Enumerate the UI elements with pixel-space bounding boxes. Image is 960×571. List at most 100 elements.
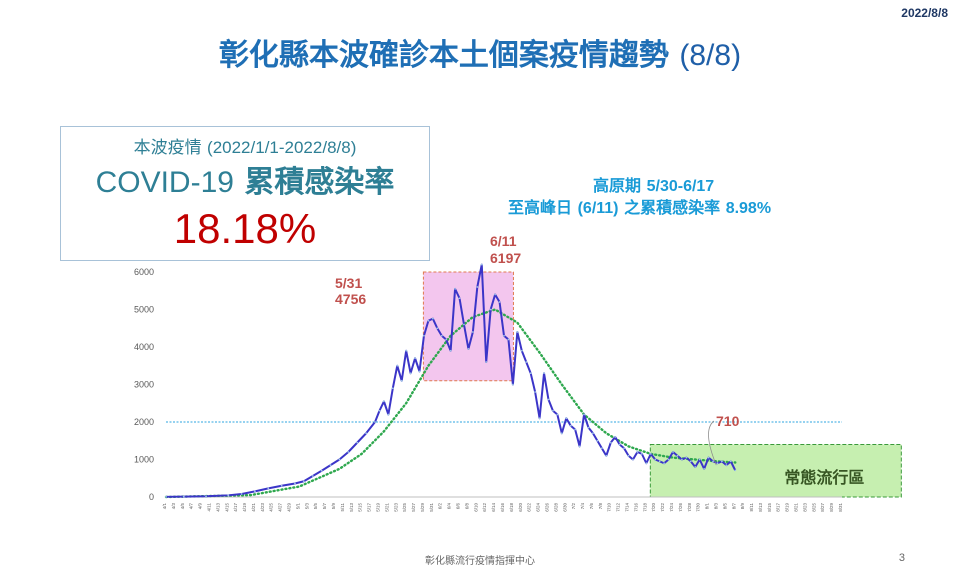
data-point <box>716 462 719 465</box>
data-point <box>698 458 701 461</box>
plateau-period: 高原期 5/30-6/17 <box>593 172 714 196</box>
data-point <box>547 398 550 401</box>
x-tick-label: 5/1 <box>295 503 300 510</box>
data-point <box>414 357 416 360</box>
x-tick-label: 4/27 <box>278 503 283 512</box>
data-point <box>374 421 376 423</box>
x-tick-label: 6/18 <box>509 503 514 512</box>
x-tick-label: 8/23 <box>802 503 807 512</box>
data-point <box>294 482 296 485</box>
callout-line <box>708 420 717 466</box>
data-point <box>498 301 501 303</box>
plateau-range: 5/30-6/17 <box>646 178 715 195</box>
x-tick-label: 5/19 <box>375 503 380 512</box>
data-point <box>645 462 648 465</box>
data-point <box>632 458 634 461</box>
x-tick-label: 7/28 <box>687 503 692 512</box>
y-tick-label: 4000 <box>134 342 154 352</box>
data-point <box>383 400 385 403</box>
y-tick-label: 1000 <box>134 455 154 465</box>
data-point <box>405 349 408 352</box>
x-tick-label: 7/18 <box>642 503 647 512</box>
x-tick-label: 8/19 <box>785 503 790 512</box>
y-tick-label: 2000 <box>134 417 154 427</box>
peak-date: (6/11) <box>577 200 619 217</box>
y-tick-label: 5000 <box>134 305 154 315</box>
data-point <box>569 424 572 427</box>
x-tick-label: 5/9 <box>331 503 336 510</box>
data-point <box>463 323 465 326</box>
data-point <box>583 413 585 416</box>
y-tick-label: 6000 <box>134 267 154 277</box>
data-point <box>494 293 497 296</box>
x-tick-label: 6/14 <box>491 503 496 512</box>
data-point <box>454 287 456 290</box>
plateau-region <box>422 271 514 382</box>
x-tick-label: 5/23 <box>393 503 398 512</box>
data-point <box>480 263 483 266</box>
latest-value-label: 710 <box>716 413 740 429</box>
x-tick-label: 5/7 <box>322 503 327 510</box>
data-point <box>640 452 643 455</box>
x-tick-label: 4/17 <box>233 503 238 512</box>
x-tick-label: 5/31 <box>429 503 434 512</box>
data-point <box>449 349 452 352</box>
data-point <box>636 451 639 453</box>
endemic-region <box>649 444 902 498</box>
data-point <box>476 286 479 288</box>
title-text: 彰化縣本波確診本土個案疫情趨勢 <box>218 38 669 73</box>
x-tick-label: 4/13 <box>215 503 220 512</box>
x-tick-label: 5/25 <box>402 503 407 512</box>
covid-label: COVID-19 <box>95 166 234 199</box>
data-point <box>165 495 167 498</box>
data-point <box>538 417 541 420</box>
data-point <box>729 460 732 463</box>
peak-611-value: 6197 <box>490 250 521 266</box>
x-tick-label: 6/20 <box>518 503 523 512</box>
data-point <box>311 475 314 477</box>
x-tick-label: 8/13 <box>758 503 763 512</box>
peak-611-date: 6/11 <box>490 233 517 249</box>
x-tick-label: 6/10 <box>473 503 478 512</box>
plateau-label: 高原期 <box>593 176 642 195</box>
data-point <box>676 454 679 457</box>
x-tick-label: 5/3 <box>304 503 309 510</box>
data-point <box>280 484 283 487</box>
x-tick-label: 8/1 <box>705 503 710 510</box>
data-point <box>614 436 617 438</box>
data-point <box>534 391 537 393</box>
cumulative-infection-box: 本波疫情 (2022/1/1-2022/8/8) COVID-19 累積感染率 … <box>60 126 430 261</box>
x-tick-label: 7/30 <box>696 503 701 512</box>
x-tick-label: 4/19 <box>242 503 247 512</box>
data-point <box>267 487 270 490</box>
footer-org: 彰化縣流行疫情指揮中心 <box>425 556 535 567</box>
x-tick-label: 8/29 <box>829 503 834 512</box>
x-tick-label: 4/5 <box>180 503 185 510</box>
x-tick-label: 8/31 <box>838 503 843 512</box>
data-point <box>418 370 421 373</box>
x-tick-label: 6/2 <box>438 503 443 510</box>
x-tick-label: 8/27 <box>820 503 825 512</box>
x-tick-label: 5/27 <box>411 503 416 512</box>
data-point <box>391 387 394 390</box>
data-point <box>471 331 474 333</box>
trend-line <box>164 308 737 499</box>
x-tick-label: 6/4 <box>447 503 452 510</box>
y-tick-label: 0 <box>149 492 154 502</box>
data-point <box>694 466 697 468</box>
x-tick-label: 7/26 <box>678 503 683 512</box>
title-date: (8/8) <box>679 39 742 72</box>
x-tick-label: 7/8 <box>598 503 603 510</box>
data-point <box>689 460 692 463</box>
data-point <box>543 372 545 375</box>
x-tick-label: 7/14 <box>625 503 630 512</box>
cumulative-period: 本波疫情 (2022/1/1-2022/8/8) <box>61 133 429 158</box>
data-point <box>672 451 674 453</box>
data-point <box>400 379 403 382</box>
x-tick-label: 8/5 <box>722 503 727 510</box>
data-point <box>627 454 630 457</box>
peak-rate-label: 之累積感染率 <box>624 198 721 217</box>
x-tick-label: 6/8 <box>464 503 469 510</box>
data-point <box>445 338 448 341</box>
